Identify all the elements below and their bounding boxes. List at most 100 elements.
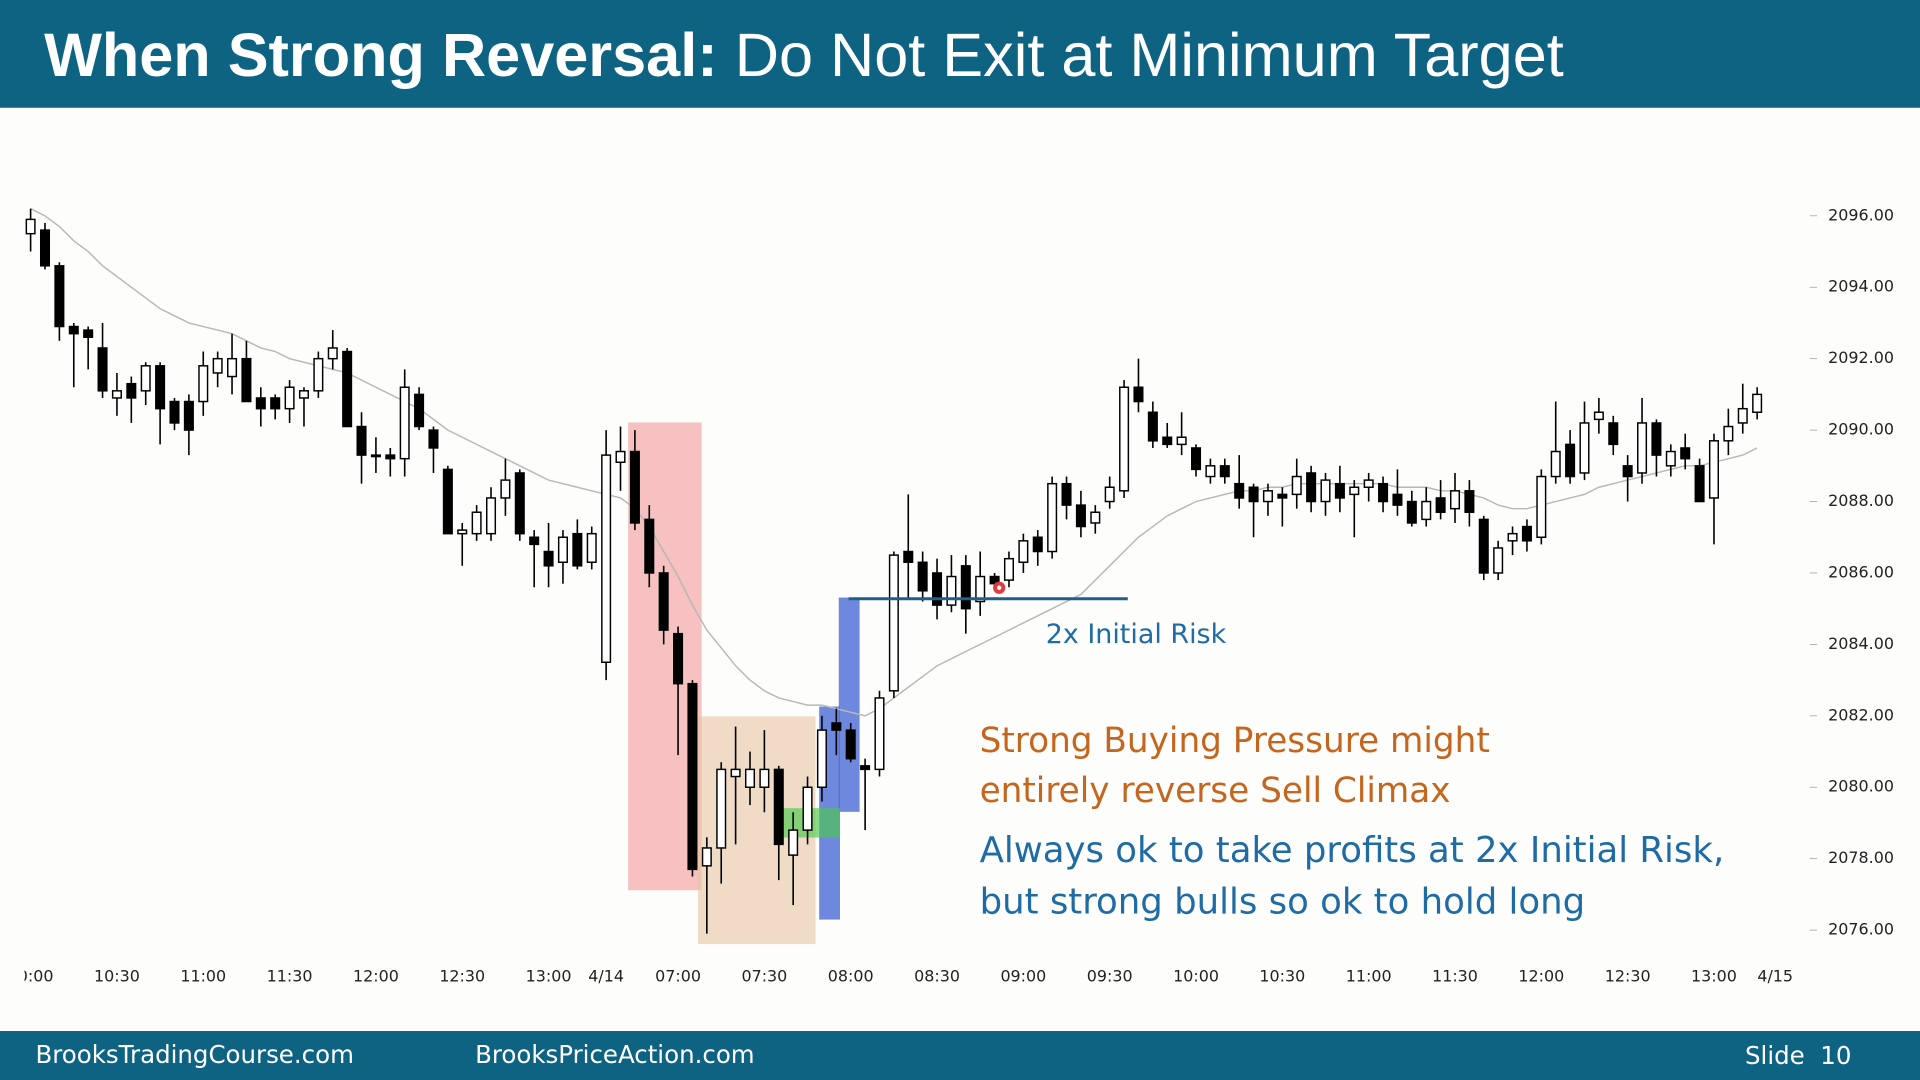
candle-body [615,450,626,463]
y-tick-label: 2094.00 [1828,277,1894,296]
target-hit-dot-center [996,585,1002,590]
x-tick-label: 10:00 [8,967,54,986]
candle-body [1406,500,1417,524]
y-tick-label: 2096.00 [1828,205,1894,224]
candle-body [212,357,223,374]
candle-body [1234,482,1245,499]
candle-body [687,682,698,871]
candle-body [572,532,583,567]
candle-body [831,722,842,731]
candle-body [1291,475,1302,496]
candle-body [1392,493,1403,506]
x-tick-label: 12:30 [439,967,485,986]
candle-body [241,357,252,403]
candle-body [111,390,122,399]
candle-body [601,454,612,663]
x-tick-label: 09:30 [1087,967,1133,986]
candle-body [1694,465,1705,503]
footer-middle: BrooksPriceAction.com [475,1040,755,1069]
candle-body [414,393,425,428]
candle-body [1104,486,1115,503]
candle-body [1147,411,1158,442]
candle-body [1622,465,1633,478]
candle-body [1493,547,1504,574]
candle-body [1752,393,1763,413]
candle-body [975,575,986,603]
candle-body [298,390,309,399]
candle-body [126,382,137,399]
x-tick-label: 13:00 [1691,967,1737,986]
candle-body [629,450,640,524]
candle-body [1536,475,1547,538]
candle-body [486,497,497,535]
advice-line-2: but strong bulls so ok to hold long [980,881,1586,922]
title: When Strong Reversal: Do Not Exit at Mini… [44,21,1564,89]
candle-body [874,697,885,771]
x-tick-label: 10:30 [94,967,140,986]
candle-body [1464,490,1475,513]
candle-body [1133,386,1144,403]
candle-body [1521,525,1532,542]
candle-body [1637,422,1648,474]
candle-body [1061,482,1072,506]
candle-body [1680,447,1691,460]
candle-body [946,575,957,606]
candle-body [1708,440,1719,499]
candle-body [1737,407,1748,424]
candle-body [658,572,669,631]
candle-body [514,472,525,535]
candle-body [342,350,353,428]
candle-body [860,765,871,771]
footer-band [0,1031,1920,1080]
candle-body [744,768,756,788]
x-tick-label: 4/15 [1757,967,1793,986]
candle-body [442,468,453,535]
candle-body [816,729,827,788]
candle-body [1162,436,1173,446]
title-rest: Do Not Exit at Minimum Target [735,21,1564,89]
candle-body [1334,482,1345,499]
candle-body [1277,493,1288,499]
candle-body [730,768,741,778]
candle-body [888,554,899,692]
x-tick-label: 11:30 [267,967,313,986]
candle-body [557,536,568,563]
x-tick-label: 12:00 [353,967,399,986]
candle-body [1320,479,1331,503]
candle-body [701,847,712,867]
candle-body [327,347,338,360]
x-tick-label: 11:30 [1432,967,1478,986]
y-tick-label: 2082.00 [1828,705,1894,724]
candle-body [1047,482,1058,553]
candle-body [227,357,238,378]
advice-line-1: Always ok to take profits at 2x Initial … [980,830,1725,871]
candle-body [1449,490,1461,510]
candle-body [155,365,166,410]
y-tick-label: 2086.00 [1828,562,1894,581]
candle-body [932,572,943,606]
candle-body [644,518,655,574]
y-tick-label: 2088.00 [1828,491,1894,510]
x-tick-label: 09:00 [1000,967,1046,986]
x-tick-label: 4/14 [588,967,624,986]
pressure-line-2: entirely reverse Sell Climax [980,771,1451,811]
candle-body [1421,500,1432,521]
x-axis: 10:00 10:30 11:00 11:30 12:00 12:30 13:00 4/14 0… [8,967,1793,986]
candle-body [802,786,813,831]
y-tick-label: 2080.00 [1828,777,1894,796]
candle-body [716,768,727,849]
candle-body [140,365,151,392]
candle-body [1665,450,1676,467]
candle-body [356,425,367,456]
candle-body [25,218,36,235]
candle-body [759,768,770,788]
candle-body [428,429,439,449]
candle-body [54,265,65,328]
x-tick-label: 10:00 [1173,967,1219,986]
x-tick-label: 10:30 [1259,967,1305,986]
x-tick-label: 12:30 [1605,967,1651,986]
candle-body [1651,422,1662,456]
candle-body [97,347,108,392]
